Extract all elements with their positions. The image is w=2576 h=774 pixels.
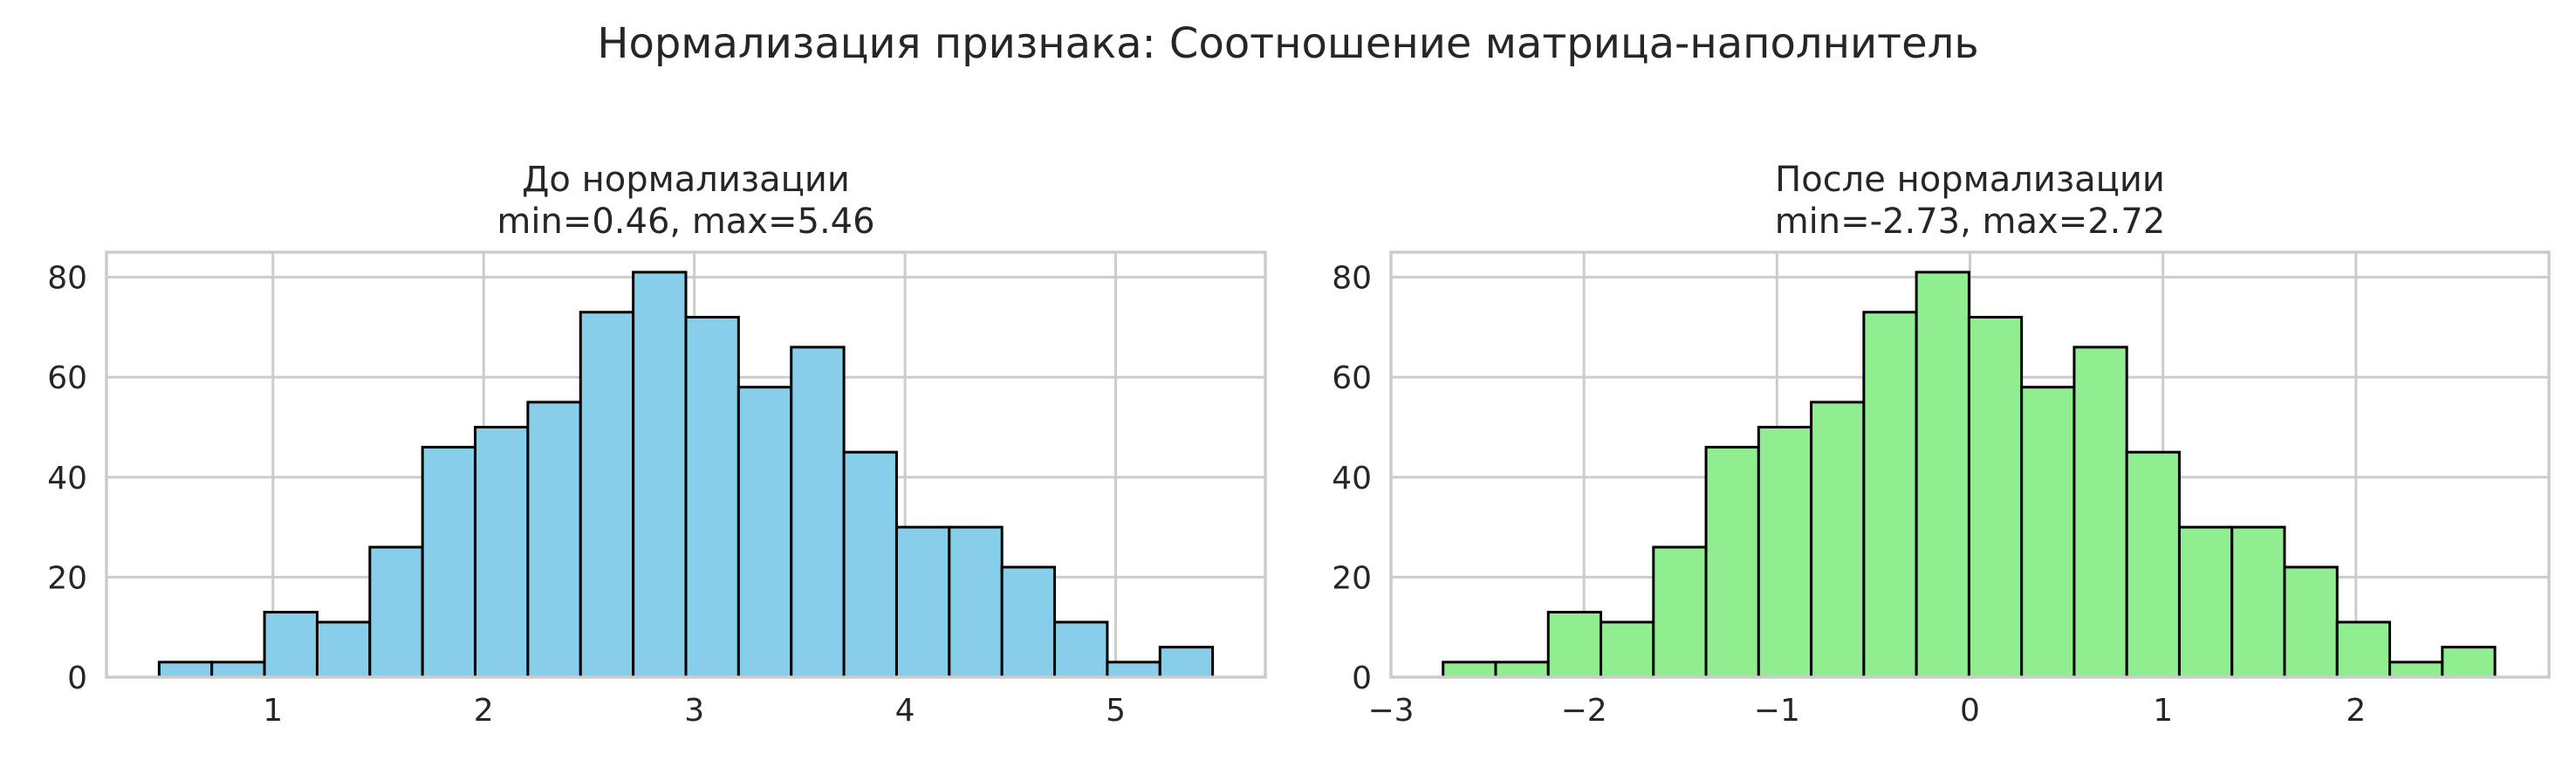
y-tick-label: 80 xyxy=(47,261,87,297)
histogram-bar xyxy=(526,401,582,679)
histogram-bar xyxy=(1000,565,1057,679)
histogram-bar xyxy=(948,525,1004,679)
histogram-bar xyxy=(632,271,688,679)
x-tick-label: −2 xyxy=(1561,693,1607,729)
x-tick-label: 3 xyxy=(684,693,704,729)
histogram-bar xyxy=(2335,620,2392,679)
y-tick-label: 40 xyxy=(1332,461,1372,497)
histogram-bar xyxy=(368,545,424,679)
histogram-bar xyxy=(1915,271,1970,679)
histogram-bar xyxy=(1158,646,1215,679)
histogram-bar xyxy=(2020,386,2076,679)
histogram-bar xyxy=(263,611,319,679)
histogram-bar xyxy=(210,661,266,679)
y-tick-label: 20 xyxy=(47,560,87,596)
histogram-bar xyxy=(894,525,951,679)
y-tick-label: 0 xyxy=(1352,661,1372,696)
histogram-bar xyxy=(2125,450,2181,679)
histogram-bar xyxy=(1967,315,2024,679)
histogram-bar xyxy=(1810,401,1866,679)
histogram-bar xyxy=(2283,565,2339,679)
histogram-bar xyxy=(1442,661,1497,679)
x-tick-label: 0 xyxy=(1960,693,1980,729)
x-tick-label: −1 xyxy=(1754,693,1800,729)
histogram-bar xyxy=(1494,661,1550,679)
histogram-bar xyxy=(2072,346,2128,679)
x-tick-label: 1 xyxy=(263,693,283,729)
x-tick-label: 4 xyxy=(895,693,915,729)
x-tick-label: 5 xyxy=(1106,693,1126,729)
histogram-bar xyxy=(842,450,898,679)
subplot-subtitle: min=-2.73, max=2.72 xyxy=(1775,202,2166,242)
histogram-bar xyxy=(1704,445,1760,679)
histogram-bar xyxy=(1757,426,1813,679)
axes-frame xyxy=(105,250,1267,679)
x-tick-label: 2 xyxy=(2346,693,2366,729)
y-tick-label: 60 xyxy=(47,360,87,396)
histogram-bar xyxy=(790,346,846,679)
histogram-bar xyxy=(1053,620,1109,679)
histogram-bar xyxy=(1600,620,1655,679)
histogram-bar xyxy=(1862,311,1918,679)
x-tick-label: 2 xyxy=(474,693,494,729)
x-tick-label: 1 xyxy=(2153,693,2173,729)
y-tick-label: 0 xyxy=(67,661,87,696)
histogram-bar xyxy=(1546,611,1603,679)
y-tick-label: 80 xyxy=(1332,261,1372,297)
histogram-bar xyxy=(1106,661,1161,679)
histogram-bar xyxy=(2230,525,2286,679)
x-tick-label: −3 xyxy=(1367,693,1414,729)
histogram-bar xyxy=(157,661,214,679)
axes-frame xyxy=(1389,250,2551,679)
subplot-title: До нормализации xyxy=(522,160,850,200)
histogram-bar xyxy=(684,315,740,679)
histogram-bar xyxy=(474,426,530,679)
y-tick-label: 20 xyxy=(1332,560,1372,596)
histogram-bar xyxy=(2177,525,2234,679)
histogram-bar xyxy=(736,386,793,679)
histogram-bar xyxy=(1652,545,1708,679)
figure-title: Нормализация признака: Соотношение матри… xyxy=(597,19,1979,68)
y-tick-label: 60 xyxy=(1332,360,1372,396)
y-tick-label: 40 xyxy=(47,461,87,497)
histogram-bar xyxy=(315,620,372,679)
histogram-bar xyxy=(2388,661,2444,679)
subplot-title: После нормализации xyxy=(1775,160,2165,200)
histogram-bar xyxy=(421,445,477,679)
subplot-subtitle: min=0.46, max=5.46 xyxy=(497,202,874,242)
histogram-bar xyxy=(579,311,635,679)
histogram-bar xyxy=(2441,646,2497,679)
